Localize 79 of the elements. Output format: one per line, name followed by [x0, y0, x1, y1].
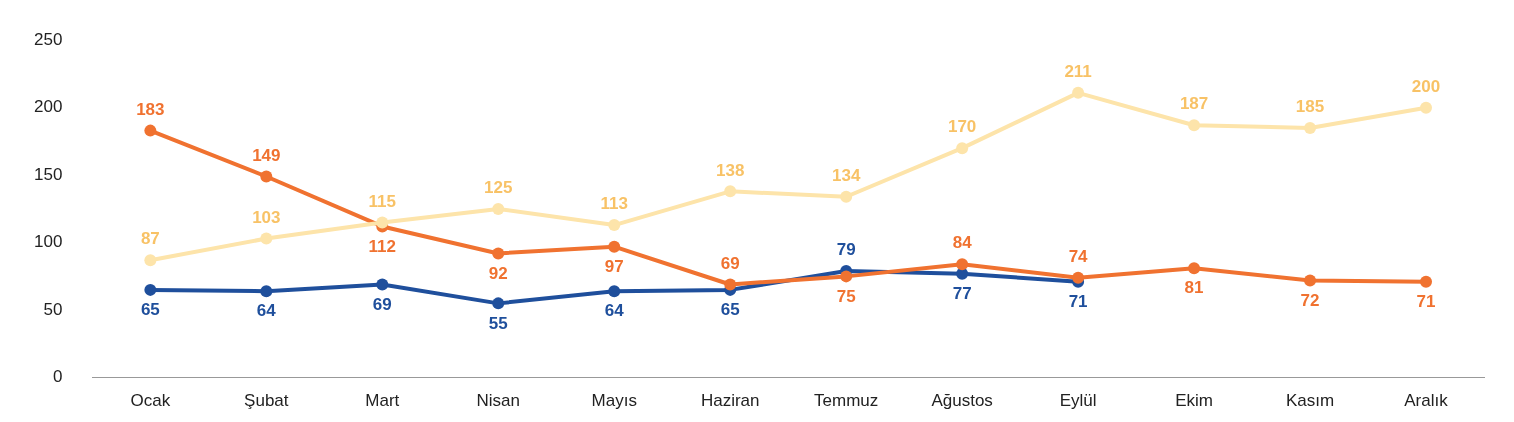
point — [376, 216, 389, 229]
data-label: 211 — [1064, 62, 1092, 82]
point — [260, 170, 273, 183]
data-label: 170 — [947, 117, 977, 137]
data-label: 69 — [720, 253, 740, 273]
data-label: 185 — [1295, 97, 1325, 117]
point — [492, 247, 505, 260]
data-label: 134 — [831, 165, 861, 185]
y-tick-label: 150 — [33, 164, 63, 184]
point — [1304, 274, 1317, 287]
data-label: 187 — [1179, 94, 1209, 114]
x-tick-label: Eylül — [1059, 391, 1097, 411]
x-tick-label: Kasım — [1285, 391, 1335, 411]
data-label: 112 — [368, 236, 397, 256]
point — [956, 142, 969, 155]
data-label: 55 — [488, 313, 508, 333]
data-label: 65 — [720, 300, 740, 320]
point — [840, 270, 853, 283]
data-label: 75 — [836, 286, 856, 306]
data-label: 72 — [1300, 290, 1320, 310]
point — [956, 258, 969, 271]
data-label: 113 — [600, 194, 628, 214]
x-tick-label: Haziran — [700, 391, 760, 411]
x-tick-label: Şubat — [244, 391, 289, 411]
point — [1072, 86, 1085, 99]
point — [1072, 271, 1085, 284]
point — [260, 285, 273, 298]
point — [1304, 121, 1317, 134]
data-label: 138 — [716, 160, 745, 180]
data-label: 79 — [836, 240, 856, 260]
point — [724, 278, 737, 291]
data-label: 87 — [140, 229, 160, 249]
point — [260, 232, 273, 245]
x-tick-label: Nisan — [476, 391, 520, 411]
point — [1188, 119, 1201, 132]
y-tick-label: 100 — [33, 232, 63, 252]
y-tick-label: 200 — [33, 97, 63, 117]
data-label: 84 — [952, 233, 973, 253]
point — [840, 190, 853, 203]
data-label: 103 — [252, 207, 281, 227]
x-tick-label: Ocak — [130, 391, 171, 411]
data-label: 81 — [1184, 278, 1204, 298]
point — [144, 283, 157, 296]
data-label: 64 — [256, 301, 277, 321]
x-tick-label: Ağustos — [931, 391, 993, 411]
data-label: 64 — [604, 301, 625, 321]
x-tick-label: Ekim — [1175, 391, 1213, 411]
data-label: 74 — [1068, 246, 1089, 266]
point — [724, 185, 737, 198]
data-label: 149 — [252, 145, 281, 165]
data-label: 97 — [604, 256, 624, 276]
data-label: 125 — [484, 178, 513, 198]
point — [1420, 275, 1433, 288]
data-label: 71 — [1416, 291, 1436, 311]
y-tick-label: 50 — [43, 299, 63, 319]
data-label: 200 — [1411, 76, 1441, 96]
y-tick-label: 0 — [52, 367, 63, 387]
data-label: 115 — [368, 191, 397, 211]
data-label: 71 — [1068, 291, 1088, 311]
data-label: 65 — [140, 300, 160, 320]
data-label: 183 — [136, 99, 165, 119]
point — [608, 219, 621, 232]
point — [492, 297, 505, 310]
point — [1188, 262, 1201, 275]
data-label: 77 — [952, 283, 972, 303]
point — [144, 254, 157, 267]
x-tick-label: Aralık — [1404, 391, 1449, 411]
x-tick-label: Mart — [365, 391, 400, 411]
data-label: 92 — [488, 263, 508, 283]
x-tick-label: Mayıs — [591, 391, 637, 411]
point — [1420, 101, 1433, 114]
x-tick-label: Temmuz — [814, 391, 879, 411]
point — [376, 278, 389, 291]
point — [608, 240, 621, 253]
data-label: 69 — [372, 294, 392, 314]
point — [608, 285, 621, 298]
point — [144, 124, 157, 137]
y-tick-label: 250 — [33, 29, 63, 49]
point — [492, 202, 505, 215]
